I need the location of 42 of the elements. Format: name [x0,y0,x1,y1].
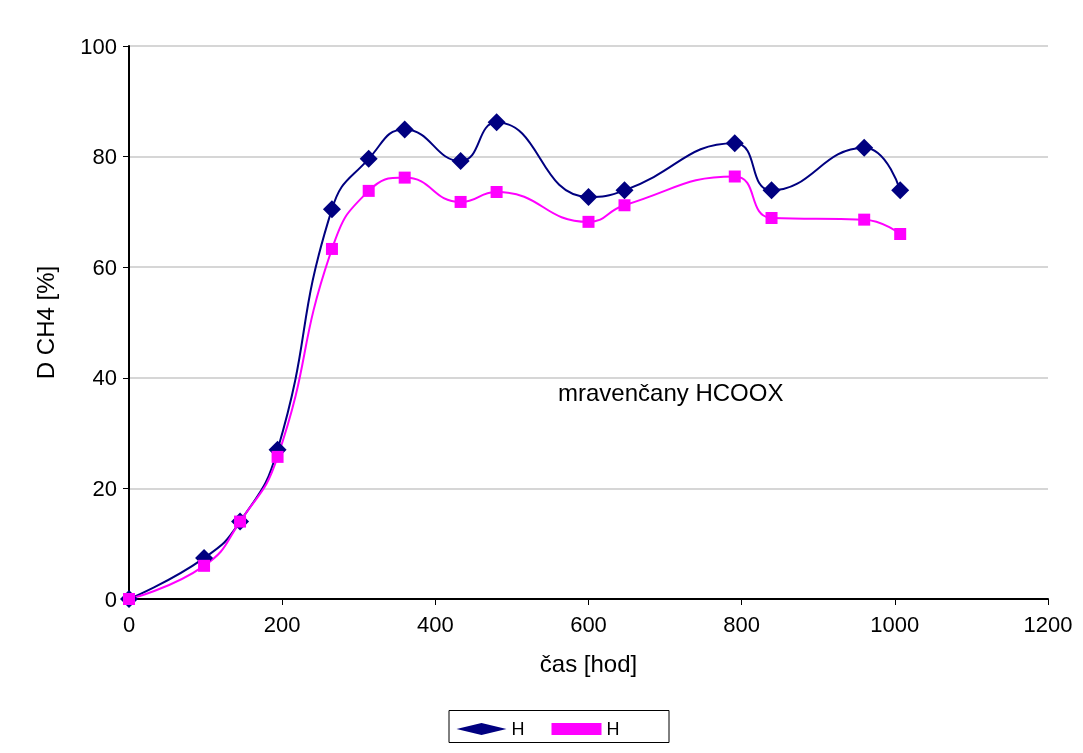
x-axis-title: čas [hod] [539,649,638,677]
x-tick-label: 200 [263,611,301,637]
legend-label: H [606,719,620,739]
x-tick-label: 1200 [1023,611,1073,637]
point [894,228,907,241]
point [359,149,378,168]
y-tick-label: 60 [92,254,117,280]
point [362,184,375,197]
point [579,187,598,206]
y-tick-label: 20 [92,475,117,501]
annotation: mravenčany HCOOX [558,378,784,406]
point [271,450,284,463]
point [765,211,778,224]
y-tick-label: 0 [104,586,117,612]
point [725,134,744,153]
point [891,181,910,200]
point [322,200,341,219]
point [490,185,503,198]
point [454,195,467,208]
x-tick-label: 600 [570,611,607,637]
point [728,170,741,183]
point [762,181,781,200]
y-axis-title: D CH4 [%] [31,265,59,380]
y-tick-label: 80 [92,144,117,170]
point [615,181,634,200]
point [487,113,506,132]
point [395,120,414,139]
y-tick-label: 40 [92,365,117,391]
y-tick-label: 100 [80,33,117,59]
legend-label: H [511,719,525,739]
point [198,559,211,572]
point [451,152,470,171]
point [855,138,874,157]
x-tick-label: 1000 [870,611,920,637]
x-tick-label: 800 [723,611,761,637]
point [398,171,411,184]
point [582,215,595,228]
point [858,213,871,226]
x-tick-label: 0 [122,611,136,637]
x-tick-label: 400 [416,611,454,637]
point [618,199,631,212]
point [325,242,338,255]
